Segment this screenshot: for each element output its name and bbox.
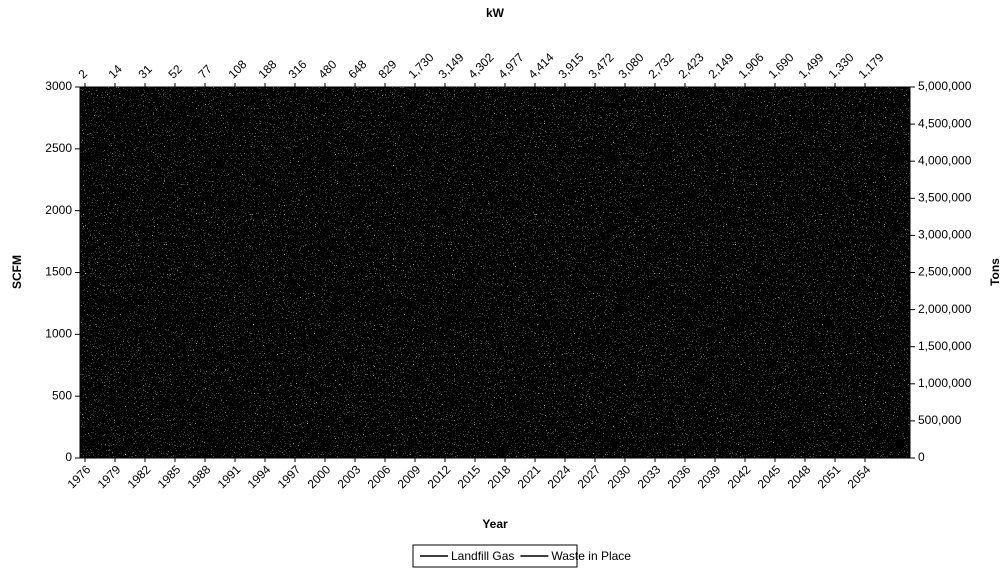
y2-tick-label: 2,000,000 [918, 302, 972, 316]
x-axis-title: Year [482, 517, 508, 531]
x-tick-label: 1994 [245, 462, 274, 491]
y-tick-label: 0 [65, 450, 72, 464]
x-tick-label: 2045 [755, 462, 784, 491]
y2-tick-label: 5,000,000 [918, 79, 972, 93]
y2-tick-label: 3,500,000 [918, 190, 972, 204]
x2-tick-label: 1,906 [735, 50, 766, 81]
x2-tick-label: 14 [105, 62, 125, 82]
x2-tick-label: 3,149 [435, 50, 466, 81]
y2-tick-label: 3,000,000 [918, 228, 972, 242]
legend-label: Landfill Gas [451, 549, 514, 563]
x-tick-label: 2030 [605, 462, 634, 491]
y2-tick-label: 500,000 [918, 413, 962, 427]
y2-axis-title: Tons [988, 258, 1002, 286]
x-tick-label: 2036 [665, 462, 694, 491]
y-tick-label: 3000 [45, 79, 72, 93]
x2-tick-label: 3,915 [555, 50, 586, 81]
y2-tick-label: 0 [918, 450, 925, 464]
x2-tick-label: 3,080 [615, 50, 646, 81]
x2-tick-label: 4,302 [465, 50, 496, 81]
x2-tick-label: 108 [225, 57, 249, 81]
x2-axis-title: kW [486, 6, 505, 20]
y2-tick-label: 1,500,000 [918, 339, 972, 353]
x2-tick-label: 2 [75, 67, 90, 82]
x-tick-label: 2051 [815, 462, 844, 491]
legend [412, 544, 578, 568]
x-tick-label: 2000 [305, 462, 334, 491]
x-tick-label: 1979 [95, 462, 124, 491]
x-tick-label: 2048 [785, 462, 814, 491]
x-tick-label: 2009 [395, 462, 424, 491]
plot-noise [80, 87, 910, 458]
x-tick-label: 2027 [575, 462, 604, 491]
y2-tick-label: 4,000,000 [918, 153, 972, 167]
x2-tick-label: 1,330 [825, 50, 856, 81]
y-tick-label: 1500 [45, 265, 72, 279]
x-tick-label: 2042 [725, 462, 754, 491]
x2-tick-label: 829 [375, 57, 399, 81]
y2-tick-label: 1,000,000 [918, 376, 972, 390]
x2-tick-label: 1,499 [795, 50, 826, 81]
y-axis-title: SCFM [10, 255, 24, 289]
x-tick-label: 1985 [155, 462, 184, 491]
x-tick-label: 2012 [425, 462, 454, 491]
x2-tick-label: 648 [345, 57, 369, 81]
x-tick-label: 2006 [365, 462, 394, 491]
y-tick-label: 2500 [45, 141, 72, 155]
x-tick-label: 1982 [125, 462, 154, 491]
y2-tick-label: 4,500,000 [918, 116, 972, 130]
x2-tick-label: 4,977 [495, 50, 526, 81]
x2-tick-label: 1,730 [405, 50, 436, 81]
x2-tick-label: 52 [165, 62, 185, 82]
x2-tick-label: 4,414 [525, 50, 556, 81]
x-tick-label: 1997 [275, 462, 304, 491]
x2-tick-label: 316 [285, 57, 309, 81]
x2-tick-label: 77 [195, 62, 215, 82]
x-tick-label: 1991 [215, 462, 244, 491]
x2-tick-label: 1,179 [855, 50, 886, 81]
x-tick-label: 2003 [335, 462, 364, 491]
x2-tick-label: 480 [315, 57, 339, 81]
x2-tick-label: 2,149 [705, 50, 736, 81]
x-tick-label: 2021 [515, 462, 544, 491]
x2-tick-label: 188 [255, 57, 279, 81]
x-tick-label: 1988 [185, 462, 214, 491]
x-tick-label: 2018 [485, 462, 514, 491]
x-tick-label: 2039 [695, 462, 724, 491]
y2-tick-label: 2,500,000 [918, 265, 972, 279]
x-tick-label: 2054 [845, 462, 874, 491]
x-tick-label: 2024 [545, 462, 574, 491]
y-tick-label: 500 [52, 388, 72, 402]
legend-label: Waste in Place [551, 549, 631, 563]
x2-tick-label: 1,690 [765, 50, 796, 81]
y-tick-label: 2000 [45, 203, 72, 217]
y-tick-label: 1000 [45, 327, 72, 341]
x2-tick-label: 2,732 [645, 50, 676, 81]
x2-tick-label: 2,423 [675, 50, 706, 81]
x2-tick-label: 3,472 [585, 50, 616, 81]
x-tick-label: 2015 [455, 462, 484, 491]
x-tick-label: 1976 [65, 462, 94, 491]
x2-tick-label: 31 [135, 62, 155, 82]
x-tick-label: 2033 [635, 462, 664, 491]
